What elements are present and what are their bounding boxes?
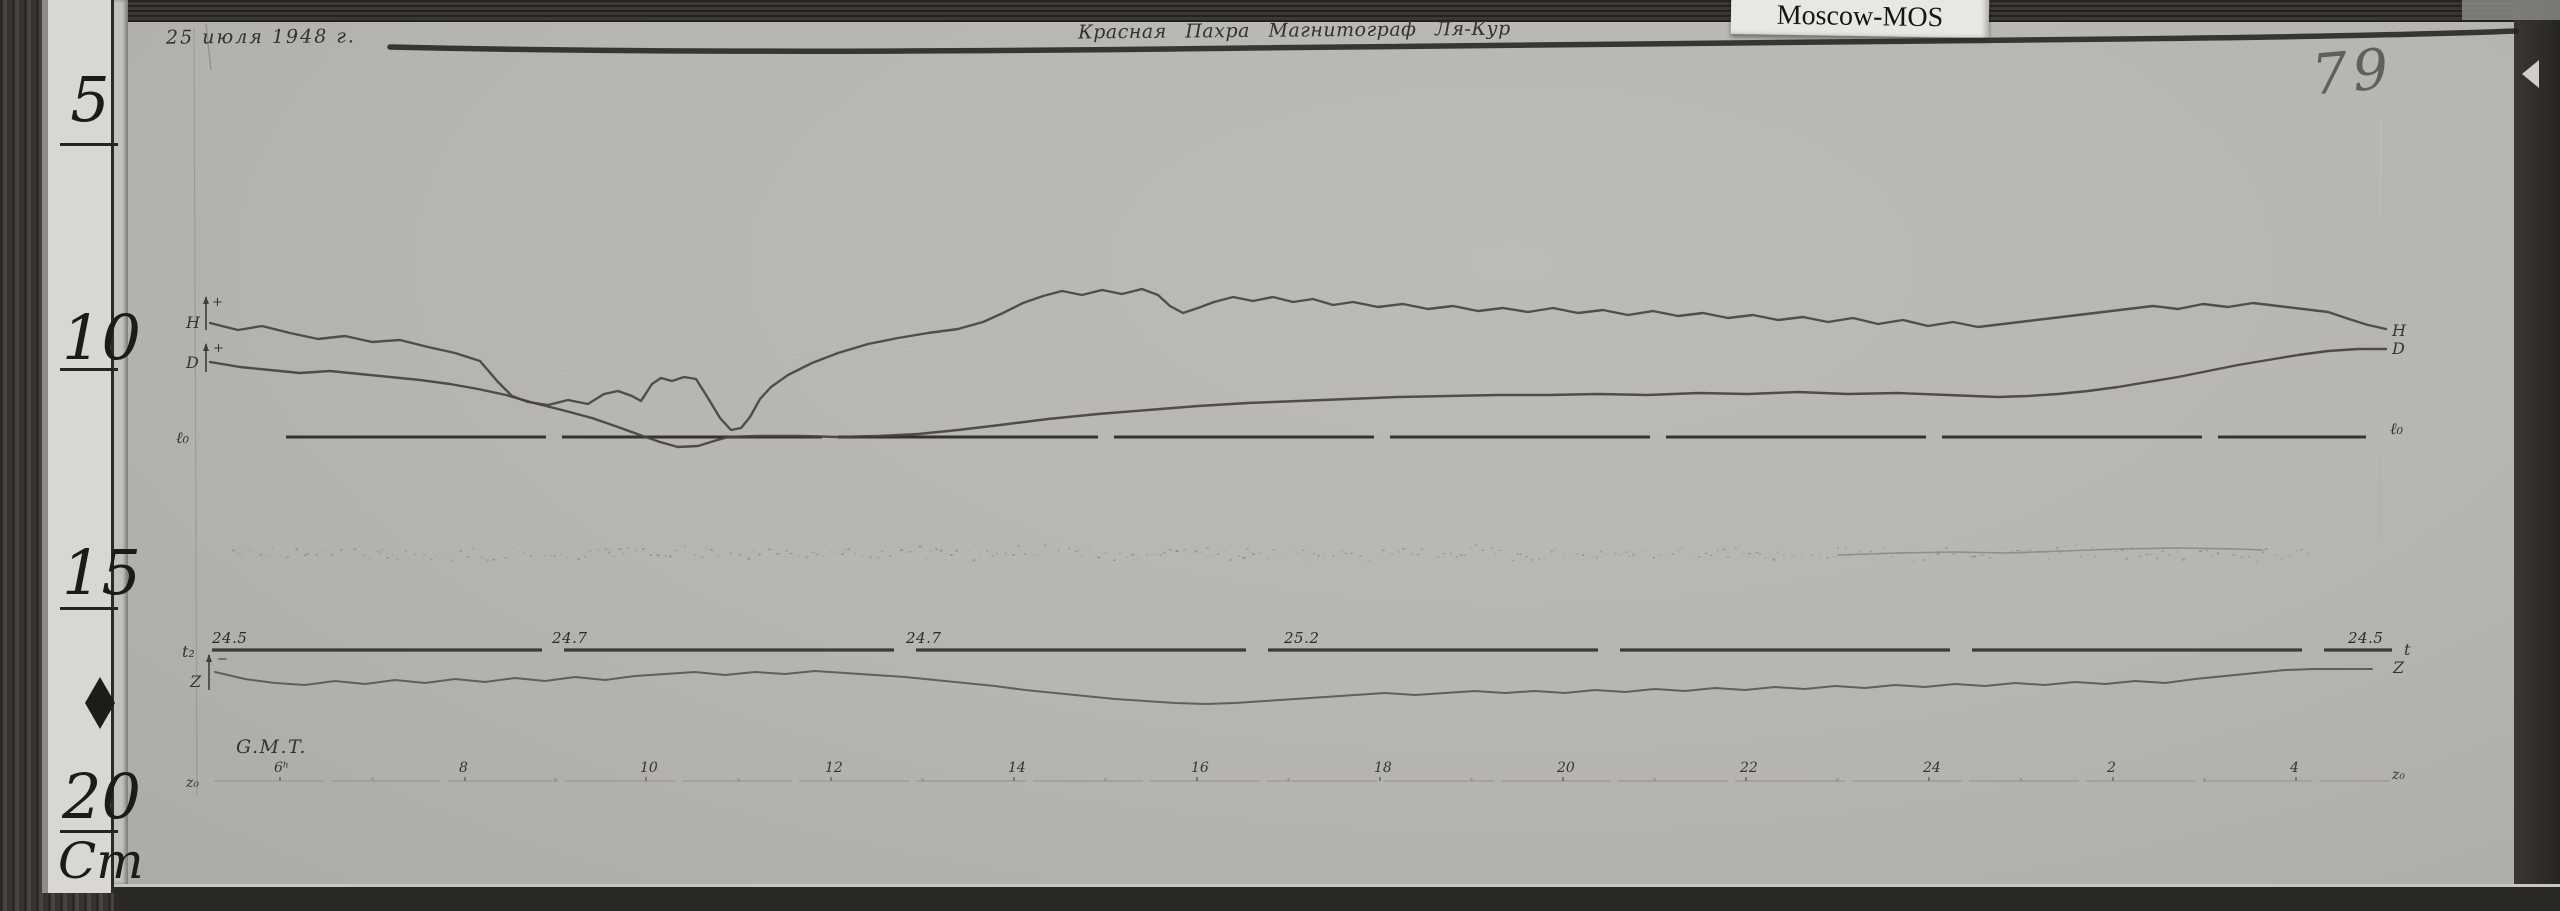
paper-crease xyxy=(2380,120,2382,540)
ruler-diamond-mark xyxy=(85,677,115,729)
table-right-edge xyxy=(2514,0,2560,911)
ruler-division-line xyxy=(60,830,118,833)
ruler-number: 20 xyxy=(62,760,141,833)
ruler-number: 5 xyxy=(70,63,110,136)
top-right-sheet-corner xyxy=(2462,0,2560,20)
photographic-paper xyxy=(128,22,2514,884)
ruler-division-line xyxy=(60,143,118,146)
station-label: Moscow-MOS xyxy=(1730,0,1990,39)
ruler-division-line xyxy=(60,607,118,610)
page-number: 79 xyxy=(2309,36,2396,109)
ruler-unit-label: Cm xyxy=(58,832,144,890)
ruler-division-line xyxy=(60,368,118,371)
cm-ruler: 5 10 15 20 Cm xyxy=(42,0,144,893)
ruler-number: 15 xyxy=(62,536,141,609)
table-bottom-edge xyxy=(114,884,2560,911)
date-label: 25 июля 1948 г. xyxy=(165,25,357,49)
ruler-number: 10 xyxy=(62,301,141,374)
paper-edge-strip xyxy=(114,0,128,884)
